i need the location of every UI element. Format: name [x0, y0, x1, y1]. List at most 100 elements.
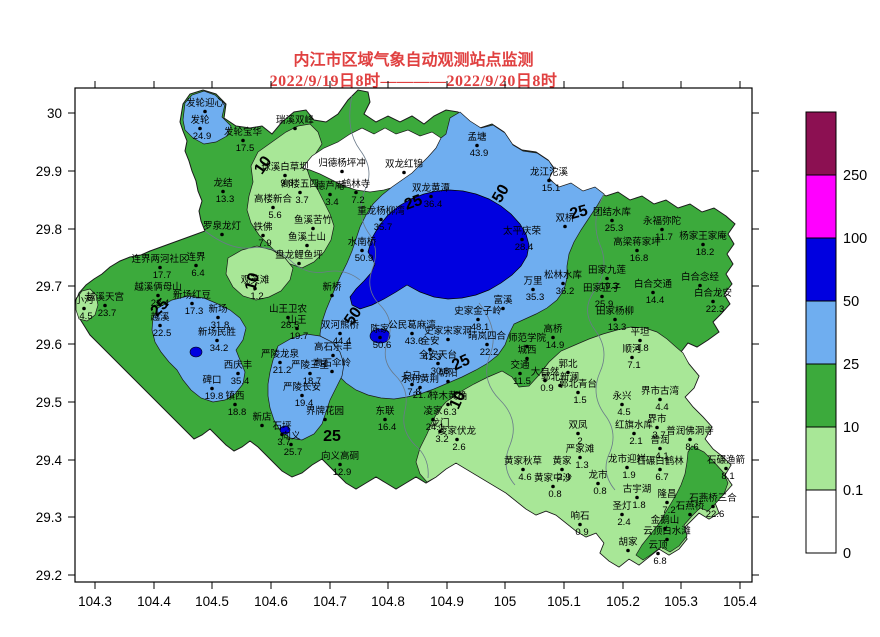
station-name: 高石乐丰: [314, 341, 352, 353]
station: 万里 35.3: [523, 276, 544, 303]
station-name: 普润: [650, 434, 669, 446]
station: 田家九莲 19.3: [588, 264, 627, 292]
y-tick-label: 29.9: [36, 164, 62, 179]
station-value: 0.8: [548, 489, 561, 500]
station-value: 0.9: [540, 383, 553, 394]
x-tick-label: 104.6: [254, 594, 288, 609]
station: 晴岚四合 22.2: [468, 330, 507, 358]
station-name: 连界两河社区: [131, 253, 189, 265]
station-name: 山王: [287, 315, 307, 326]
station-dot: [323, 417, 327, 422]
station-name: 石碾渔箭: [707, 454, 746, 466]
station-value: 28.4: [515, 242, 534, 253]
station-dot: [215, 338, 219, 343]
colorbar-label: 50: [843, 294, 859, 310]
colorbar-label: 10: [843, 420, 859, 436]
station-value: 2.9: [557, 472, 570, 483]
station: 石燕桥: [676, 500, 705, 517]
station: 全安 41.3: [420, 335, 441, 363]
colorbar-label: 0.1: [843, 483, 863, 499]
zone-light-green-northcenter: [246, 123, 335, 269]
station-name: 越溪俩母山: [134, 281, 182, 293]
station-dot: [410, 331, 414, 336]
station: 永兴 4.5: [612, 390, 631, 418]
station-name: 隆昌: [657, 488, 676, 500]
station-value: 21.7: [413, 390, 432, 401]
station-name: 白合龙安: [694, 287, 732, 299]
station: 黄家秋草 4.6: [504, 455, 542, 483]
station-name: 罗泉龙灯: [203, 220, 242, 232]
station: 石燕桥三合 22.6: [689, 492, 737, 520]
station-name: 新场红豆: [173, 289, 211, 301]
station-dot: [360, 248, 364, 253]
station-value: 18.2: [696, 247, 715, 258]
station-value: 4.4: [655, 402, 668, 413]
station-name: 晴岚四合: [468, 330, 507, 342]
station-dot: [525, 356, 529, 361]
station-dot: [525, 344, 529, 349]
station-value: 6.7: [655, 472, 668, 483]
station: 陈家 50.6: [370, 323, 391, 351]
station-dot: [711, 299, 715, 304]
station-value: 7.9: [258, 238, 271, 249]
station-value: 36.4: [424, 199, 443, 210]
station-value: 3.2: [435, 434, 448, 445]
station-dot: [379, 217, 383, 222]
station-dot: [688, 437, 692, 442]
station-dot: [660, 227, 664, 232]
station: 高楼五四 3.7: [281, 178, 319, 206]
station-name: 全安天台: [419, 349, 457, 361]
station: 严陵龙泉 21.2: [261, 348, 300, 376]
station-name: 田家正子: [583, 282, 622, 294]
station-dot: [378, 335, 382, 340]
station: 双龙红锦: [385, 158, 423, 175]
station-value: 14.4: [646, 295, 665, 306]
station-dot: [551, 484, 555, 489]
contour-label: 25: [449, 351, 472, 374]
zone-light-green-xiaohe: [75, 288, 99, 322]
station-dot: [701, 242, 705, 247]
station-dot: [521, 467, 525, 472]
station-dot: [289, 442, 293, 447]
zone-dark-blue-spot-south: [279, 425, 291, 435]
station-dot: [610, 218, 614, 223]
station-value: 4.5: [79, 311, 92, 322]
station-dot: [455, 437, 459, 442]
station-value: 17.3: [185, 306, 204, 317]
station-value: 18.7: [303, 376, 322, 387]
station-dot: [429, 194, 433, 199]
station: 杨家王家庵 18.2: [679, 230, 727, 258]
station: 新场 31.8: [208, 303, 229, 331]
station: 高梁蒋家坪 16.8: [613, 236, 661, 264]
colorbar-band: [805, 237, 837, 302]
map-title: 内江市区域气象自动观测站点监测: [293, 52, 534, 69]
station-dot: [724, 466, 728, 471]
station: 严家滩 1.3: [566, 443, 595, 471]
station: 瑞溪双峰: [276, 114, 314, 131]
station-dot: [278, 360, 282, 365]
station: 城西: [517, 345, 537, 361]
station-value: 43.9: [470, 148, 489, 159]
station-value: 19.7: [290, 331, 309, 342]
station-name: 城西: [517, 345, 536, 356]
station-dot: [338, 462, 342, 467]
station: 高楼新合 5.6: [254, 193, 293, 221]
station-dot: [485, 342, 489, 347]
station: 观英滩 1.2: [241, 274, 270, 302]
station-name: 云顶: [648, 540, 668, 551]
station-dot: [658, 467, 662, 472]
station-name: 严陵龙泉: [261, 348, 300, 360]
station-value: 12.9: [333, 467, 352, 478]
station-name: 龙市迎祥: [608, 453, 647, 465]
station-dot: [651, 290, 655, 295]
station-name: 鱼溪土山: [288, 231, 326, 243]
x-tick-label: 105.1: [547, 594, 581, 609]
station: 白合交通 14.4: [634, 278, 673, 306]
station-value: 14.9: [546, 340, 565, 351]
station-name: 龙结: [213, 177, 232, 189]
x-tick-label: 104.4: [137, 594, 171, 609]
station-value: 48.1: [471, 322, 490, 333]
station-name: 田家九莲: [588, 264, 627, 276]
station: 云顶白水滩: [643, 525, 691, 542]
